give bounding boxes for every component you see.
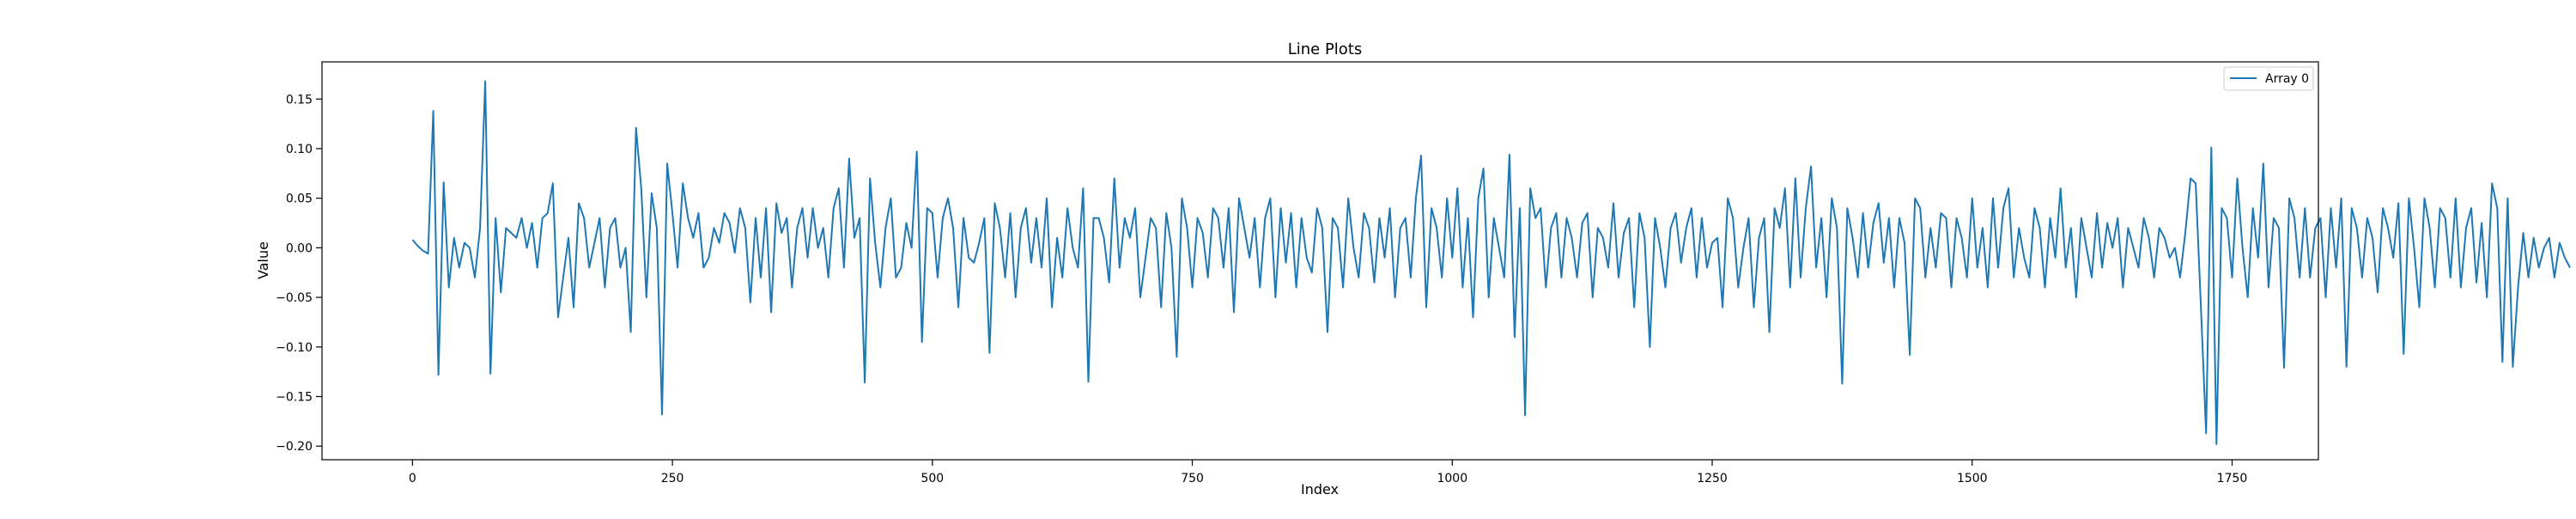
x-tick-label: 750 [1181, 472, 1204, 485]
series-layer [411, 80, 2571, 445]
y-axis-label: Value [255, 241, 271, 279]
x-tick-label: 0 [409, 472, 416, 485]
x-tick-label: 1000 [1437, 472, 1467, 485]
x-tick-label: 1250 [1697, 472, 1728, 485]
x-axis: 0 250 500 750 1000 1250 1500 1750 [409, 460, 2247, 485]
x-tick-label: 1750 [2217, 472, 2248, 485]
x-tick-label: 250 [661, 472, 684, 485]
y-tick-label: 0.00 [286, 241, 313, 255]
legend-box [2223, 66, 2314, 91]
y-tick-label: −0.20 [276, 440, 313, 454]
y-tick-label: −0.10 [276, 341, 313, 355]
x-axis-label: Index [1301, 481, 1339, 498]
y-axis: −0.20 −0.15 −0.10 −0.05 0.00 0.05 0.10 0.15 [276, 93, 322, 454]
x-tick-label: 1500 [1957, 472, 1988, 485]
chart-title: Line Plots [1288, 40, 1363, 58]
y-tick-label: 0.10 [286, 143, 313, 156]
series-line-0 [411, 80, 2571, 445]
legend[interactable]: Array 0 [2223, 66, 2314, 91]
plot-area [321, 61, 2571, 461]
x-tick-label: 500 [920, 472, 944, 485]
legend-label-array-0: Array 0 [2265, 72, 2309, 86]
y-tick-label: −0.15 [276, 390, 313, 404]
axes-frame [321, 61, 2319, 461]
y-tick-label: −0.05 [276, 291, 313, 305]
y-tick-label: 0.05 [286, 192, 313, 206]
y-tick-label: 0.15 [286, 93, 313, 107]
